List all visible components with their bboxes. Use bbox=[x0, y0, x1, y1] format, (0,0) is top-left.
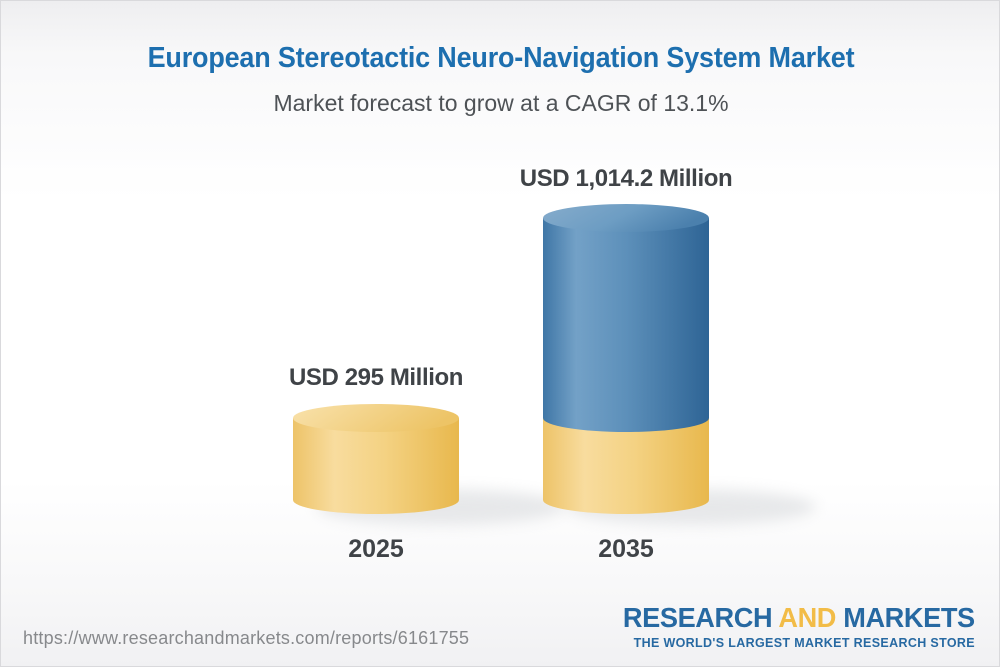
cylinder-segment-blue-2035 bbox=[543, 218, 709, 432]
report-url: https://www.researchandmarkets.com/repor… bbox=[23, 628, 470, 648]
category-label-2035: 2035 bbox=[598, 535, 654, 563]
logo-word-markets: MARKETS bbox=[843, 602, 975, 633]
research-and-markets-logo: RESEARCH AND MARKETS THE WORLD'S LARGEST… bbox=[612, 602, 975, 650]
page-subtitle: Market forecast to grow at a CAGR of 13.… bbox=[273, 90, 729, 116]
logo-wordmark: RESEARCH AND MARKETS bbox=[623, 602, 975, 634]
value-label-2025: USD 295 Million bbox=[288, 364, 464, 391]
cylinder-top-2035 bbox=[543, 204, 709, 232]
logo-word-and: AND bbox=[778, 602, 837, 633]
cylinder-top-2025 bbox=[293, 403, 459, 432]
logo-word-research: RESEARCH bbox=[623, 602, 773, 633]
cylinder-segment-yellow-2025 bbox=[293, 417, 459, 514]
category-label-2025: 2025 bbox=[348, 535, 404, 563]
cylinder-segment-yellow-2035 bbox=[543, 417, 709, 514]
logo-tagline: THE WORLD'S LARGEST MARKET RESEARCH STOR… bbox=[633, 636, 975, 650]
value-label-2035: USD 1,014.2 Million bbox=[519, 165, 733, 192]
page-title: European Stereotactic Neuro-Navigation S… bbox=[147, 42, 855, 74]
